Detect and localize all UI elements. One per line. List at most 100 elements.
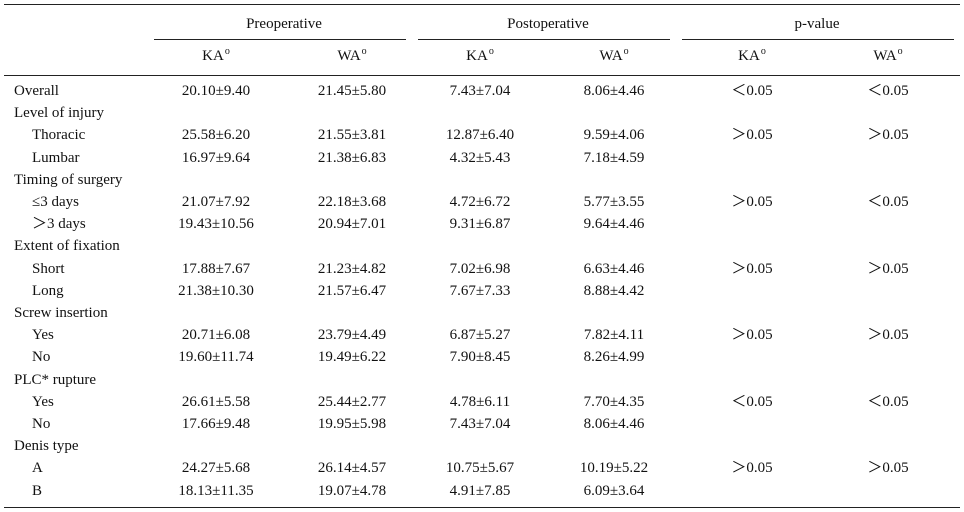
value-cell: 25.58±6.20 [181, 127, 251, 144]
group-underline-postoperative [418, 39, 670, 40]
subcolumn-header: WAo [599, 46, 628, 68]
row-sublabel: Lumbar [32, 149, 80, 166]
value-cell: 7.18±4.59 [583, 149, 645, 166]
subcolumn-header: KAo [738, 46, 766, 68]
subcolumn-header-superscript: o [623, 46, 629, 57]
value-cell: 7.43±7.04 [449, 83, 511, 99]
value-cell: 24.27±5.68 [181, 460, 251, 477]
subcolumn-header-label: KA [738, 48, 760, 64]
value-cell: 18.13±11.35 [178, 482, 254, 499]
subcolumn-header: WAo [873, 46, 902, 68]
value-cell: 19.95±5.98 [317, 416, 387, 432]
value-cell: 22.18±3.68 [317, 194, 387, 210]
row-sublabel: ≤3 days [32, 194, 79, 210]
value-cell: 7.02±6.98 [449, 260, 511, 277]
row-label: Timing of surgery [14, 171, 123, 188]
row-label: Denis type [14, 438, 79, 455]
value-cell: 7.43±7.04 [449, 416, 511, 432]
value-cell: 20.94±7.01 [317, 216, 387, 233]
p-value-cell: ＞0.05 [867, 327, 909, 344]
value-cell: 8.06±4.46 [583, 416, 645, 432]
p-value-cell: ＞0.05 [731, 194, 773, 210]
subcolumn-header-superscript: o [488, 46, 494, 57]
row-sublabel: Yes [32, 327, 54, 344]
p-value-cell: ＜0.05 [867, 83, 909, 99]
subcolumn-header-label: WA [337, 48, 361, 64]
value-cell: 6.87±5.27 [449, 327, 511, 344]
value-cell: 16.97±9.64 [181, 149, 251, 166]
subcolumn-header-superscript: o [361, 46, 367, 57]
subcolumn-header-superscript: o [760, 46, 766, 57]
value-cell: 21.57±6.47 [317, 282, 387, 299]
subcolumn-header-superscript: o [897, 46, 903, 57]
value-cell: 10.75±5.67 [445, 460, 515, 477]
subcolumn-header-superscript: o [224, 46, 230, 57]
value-cell: 19.07±4.78 [317, 482, 387, 499]
value-cell: 19.60±11.74 [178, 349, 254, 366]
table-top-rule [4, 4, 960, 5]
value-cell: 4.72±6.72 [449, 194, 511, 210]
group-underline-preoperative [154, 39, 406, 40]
p-value-cell: ＜0.05 [731, 393, 773, 410]
p-value-cell: ＞0.05 [731, 327, 773, 344]
value-cell: 4.91±7.85 [449, 482, 511, 499]
p-value-cell: ＜0.05 [731, 83, 773, 99]
subcolumn-header-label: WA [599, 48, 623, 64]
row-label: Level of injury [14, 105, 104, 122]
value-cell: 17.66±9.48 [181, 416, 251, 432]
value-cell: 6.09±3.64 [583, 482, 645, 499]
p-value-cell: ＞0.05 [731, 127, 773, 144]
row-sublabel: B [32, 482, 43, 499]
subcolumn-header: KAo [202, 46, 230, 68]
value-cell: 7.67±7.33 [449, 282, 511, 299]
value-cell: 7.82±4.11 [583, 327, 645, 344]
value-cell: 19.43±10.56 [178, 216, 254, 233]
group-header-preoperative: Preoperative [246, 16, 322, 32]
row-sublabel: No [32, 349, 51, 366]
row-label: PLC* rupture [14, 371, 97, 388]
value-cell: 8.88±4.42 [583, 282, 645, 299]
value-cell: 21.55±3.81 [317, 127, 387, 144]
row-sublabel: No [32, 416, 51, 432]
value-cell: 17.88±7.67 [181, 260, 251, 277]
subcolumn-header-label: KA [202, 48, 224, 64]
value-cell: 8.26±4.99 [583, 349, 645, 366]
row-sublabel: Long [32, 282, 64, 299]
value-cell: 20.71±6.08 [181, 327, 251, 344]
value-cell: 21.07±7.92 [181, 194, 251, 210]
value-cell: 4.78±6.11 [449, 393, 511, 410]
value-cell: 26.61±5.58 [181, 393, 251, 410]
row-sublabel: ＞3 days [32, 216, 86, 233]
value-cell: 9.64±4.46 [583, 216, 645, 233]
value-cell: 21.45±5.80 [317, 83, 387, 99]
value-cell: 10.19±5.22 [579, 460, 649, 477]
value-cell: 9.59±4.06 [583, 127, 645, 144]
group-header-p-value: p-value [794, 16, 840, 32]
p-value-cell: ＞0.05 [867, 460, 909, 477]
subcolumn-header-label: KA [466, 48, 488, 64]
value-cell: 12.87±6.40 [445, 127, 515, 144]
value-cell: 21.38±10.30 [178, 282, 254, 299]
value-cell: 19.49±6.22 [317, 349, 387, 366]
value-cell: 5.77±3.55 [583, 194, 645, 210]
group-underline-p-value [682, 39, 954, 40]
value-cell: 21.23±4.82 [317, 260, 387, 277]
value-cell: 7.70±4.35 [583, 393, 645, 410]
value-cell: 23.79±4.49 [317, 327, 387, 344]
value-cell: 9.31±6.87 [449, 216, 511, 233]
row-label: Screw insertion [14, 305, 108, 321]
subcolumn-header: WAo [337, 46, 366, 68]
table-header-rule [4, 75, 960, 76]
row-label: Extent of fixation [14, 238, 120, 255]
row-sublabel: Thoracic [32, 127, 86, 144]
value-cell: 6.63±4.46 [583, 260, 645, 277]
p-value-cell: ＞0.05 [731, 260, 773, 277]
value-cell: 7.90±8.45 [449, 349, 511, 366]
row-label: Overall [14, 83, 59, 99]
p-value-cell: ＞0.05 [867, 127, 909, 144]
p-value-cell: ＞0.05 [731, 460, 773, 477]
subcolumn-header: KAo [466, 46, 494, 68]
subcolumn-header-label: WA [873, 48, 897, 64]
p-value-cell: ＜0.05 [867, 194, 909, 210]
value-cell: 25.44±2.77 [317, 393, 387, 410]
